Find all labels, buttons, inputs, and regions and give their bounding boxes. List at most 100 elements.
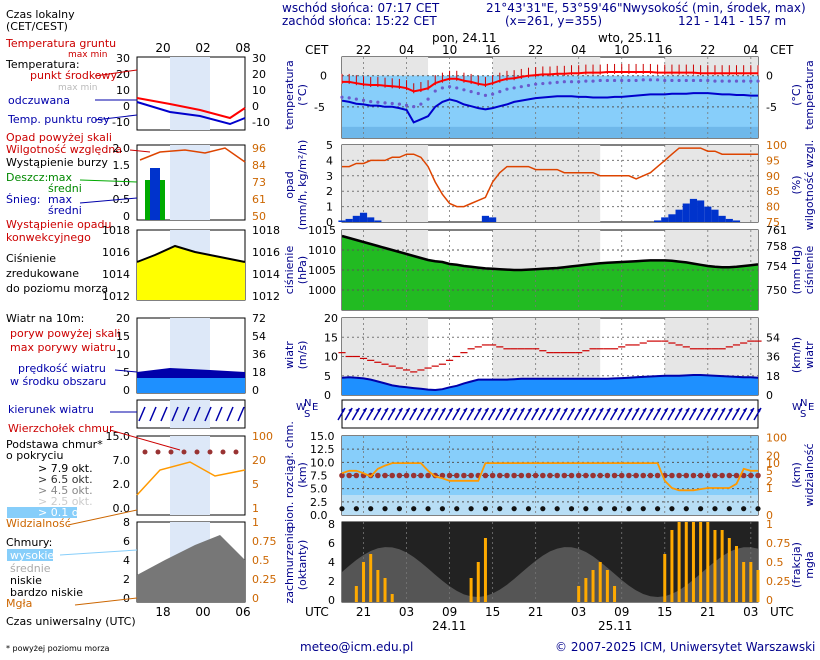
wind-dir-head: [419, 408, 424, 412]
fog-bar: [727, 538, 731, 602]
small-temp-tick-l-0: 30: [116, 52, 130, 65]
wind-dir-head: [728, 408, 733, 412]
dew-point-dot: [569, 80, 574, 84]
dew-point-dot: [476, 91, 480, 96]
cloud-top-dot: [683, 472, 690, 479]
wind-kmh-tick-3: 0: [766, 389, 773, 402]
utc-hour-2: 09: [442, 605, 457, 619]
small-vis-tick-0: 100: [252, 430, 273, 443]
wind-dir-head: [606, 408, 611, 412]
pres-mm-tick-0: 761: [766, 224, 787, 237]
cov-tick-1: 6: [328, 537, 335, 550]
wind-dir-head: [670, 408, 675, 412]
fog-tick-4: 0: [766, 594, 773, 607]
dew-point-dot: [498, 90, 502, 94]
title-temp-right2: temperatura: [803, 60, 816, 129]
small-wind-arrow: [182, 406, 190, 422]
cloud-base-dot: [626, 506, 632, 512]
fog-bar: [677, 522, 681, 602]
cloud-top-dot: [647, 472, 654, 479]
wind-dir-head: [721, 408, 726, 412]
pres-tick-3: 1000: [308, 284, 336, 297]
title-cov: zachmurzenie: [283, 526, 296, 603]
prec-tick-5: 0: [326, 216, 333, 229]
utc-hour-0: 21: [356, 605, 371, 619]
fog-tick-3: 0.25: [766, 575, 791, 588]
cloud-base-dot: [611, 506, 618, 512]
cloud-tick-3: 7.5: [310, 470, 328, 483]
dew-point-dot: [663, 78, 667, 83]
cov-tick-3: 2: [328, 575, 335, 588]
small-pres-tick-r-0: 1018: [252, 224, 280, 237]
cloud-top-dot: [504, 472, 510, 479]
small-cov-tick-0: 8: [123, 516, 130, 529]
cloud-top-dot: [511, 472, 517, 479]
vis-tick-4: 2: [766, 475, 773, 488]
dew-point-dot: [447, 85, 452, 89]
wind-speed-line: [341, 374, 759, 392]
small-wind-kmh-tick-4: 0: [252, 384, 259, 397]
wind-dir-head: [735, 408, 740, 412]
cov-tick-2: 4: [328, 556, 335, 569]
cloud-bg-low: [342, 495, 758, 515]
precip-bar: [359, 212, 368, 222]
cloud-top-dot: [640, 472, 647, 479]
legend-connector-11: [74, 597, 138, 606]
title-temp-left2: (°C): [296, 84, 309, 106]
cloud-top-dot: [611, 472, 618, 479]
wind-dir-head: [713, 408, 718, 412]
wind-dir-head: [563, 408, 568, 412]
legend-conv2: konwekcyjnego: [6, 231, 91, 244]
small-cloud-tick-1: 7.0: [113, 454, 131, 467]
small-wind-area2: [137, 378, 245, 393]
legend-okt65: > 6.5 okt.: [38, 473, 93, 486]
dew-point-dot: [440, 86, 445, 90]
small-temp-tick-r-1: 20: [252, 68, 266, 81]
cloud-base-dot: [654, 506, 661, 512]
legend-okt79: > 7.9 okt.: [38, 462, 93, 475]
cloud-top-dot: [446, 472, 453, 479]
small-wind-tick-2: 10: [116, 348, 130, 361]
wind-dir-head: [362, 408, 367, 412]
pres-tick-0: 1015: [308, 224, 336, 237]
small-wind-kmh-tick-0: 72: [252, 312, 266, 325]
pres-mm-tick-2: 754: [766, 260, 787, 273]
axis-titles: temperatura (°C) (°C) temperatura opad (…: [283, 60, 816, 603]
dew-point-dot: [383, 101, 387, 105]
dew-point-dot: [404, 103, 409, 107]
legend-temperature: Temperatura:: [5, 58, 80, 71]
small-temp-tick-r-3: 0: [252, 100, 259, 113]
local-hour-6: 10: [614, 43, 629, 57]
legend-wind-dir: kierunek wiatru: [8, 403, 94, 416]
title-precip2: (mm/h, kg/m²/h): [296, 140, 309, 231]
compass-N-left: N: [304, 398, 311, 409]
cloud-base-dot: [511, 506, 517, 512]
small-fog-tick-0: 1: [252, 516, 259, 529]
temperature-line: [342, 71, 758, 93]
small-pres-tick-l-3: 1012: [102, 290, 130, 303]
legend-cloud-base2: o pokryciu: [6, 449, 63, 462]
dew-point-dot: [433, 89, 437, 93]
fog-bar: [483, 538, 487, 602]
small-pres-tick-r-3: 1012: [252, 290, 280, 303]
cloud-top-dot: [453, 472, 460, 479]
dew-point-dot: [419, 102, 423, 106]
local-hour-7: 16: [657, 43, 672, 57]
wind-dir-head: [341, 408, 345, 412]
wind-dir-head: [505, 408, 510, 412]
wind-speed-area: [342, 375, 758, 395]
dew-point-dot: [670, 78, 674, 83]
compass-labels: W N S E W N S E: [296, 398, 814, 420]
small-vis-tick-2: 5: [252, 478, 259, 491]
cloud-top-dot: [704, 472, 711, 479]
wind-dir-head: [455, 408, 460, 412]
day1-label: pon, 24.11: [432, 31, 497, 45]
small-wind-arrow: [138, 406, 146, 422]
footer-email[interactable]: meteo@icm.edu.pl: [300, 640, 413, 654]
small-humidity-line: [139, 147, 246, 163]
wind-tick-3: 5: [324, 370, 331, 383]
precip-bar: [704, 206, 712, 222]
title-cov2: (oktanty): [296, 540, 309, 591]
legend-wind10: Wiatr na 10m:: [6, 312, 84, 325]
dew-point-dot: [577, 80, 581, 84]
